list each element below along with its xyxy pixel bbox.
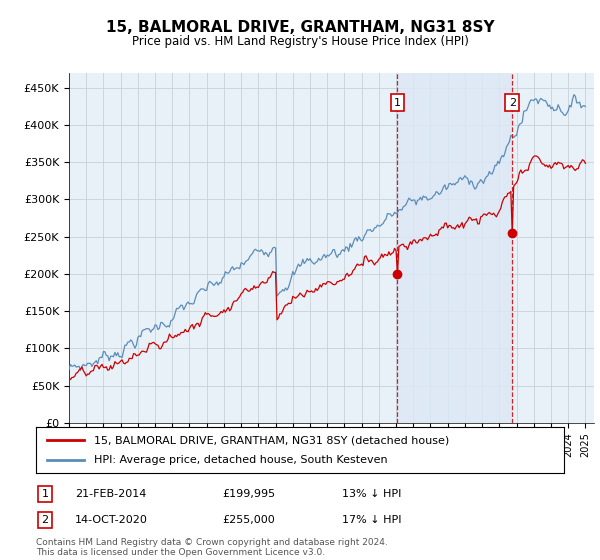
- Text: Contains HM Land Registry data © Crown copyright and database right 2024.
This d: Contains HM Land Registry data © Crown c…: [36, 538, 388, 557]
- Text: Price paid vs. HM Land Registry's House Price Index (HPI): Price paid vs. HM Land Registry's House …: [131, 35, 469, 48]
- Text: 14-OCT-2020: 14-OCT-2020: [75, 515, 148, 525]
- Text: 15, BALMORAL DRIVE, GRANTHAM, NG31 8SY: 15, BALMORAL DRIVE, GRANTHAM, NG31 8SY: [106, 20, 494, 35]
- Text: 21-FEB-2014: 21-FEB-2014: [75, 489, 146, 499]
- Text: HPI: Average price, detached house, South Kesteven: HPI: Average price, detached house, Sout…: [94, 455, 388, 465]
- Text: 2: 2: [509, 97, 516, 108]
- Text: 1: 1: [394, 97, 401, 108]
- Text: 17% ↓ HPI: 17% ↓ HPI: [342, 515, 401, 525]
- Text: 15, BALMORAL DRIVE, GRANTHAM, NG31 8SY (detached house): 15, BALMORAL DRIVE, GRANTHAM, NG31 8SY (…: [94, 435, 449, 445]
- Text: £255,000: £255,000: [222, 515, 275, 525]
- Bar: [397, 73, 512, 423]
- Text: 13% ↓ HPI: 13% ↓ HPI: [342, 489, 401, 499]
- Text: £199,995: £199,995: [222, 489, 275, 499]
- Text: 1: 1: [41, 489, 49, 499]
- Text: 2: 2: [41, 515, 49, 525]
